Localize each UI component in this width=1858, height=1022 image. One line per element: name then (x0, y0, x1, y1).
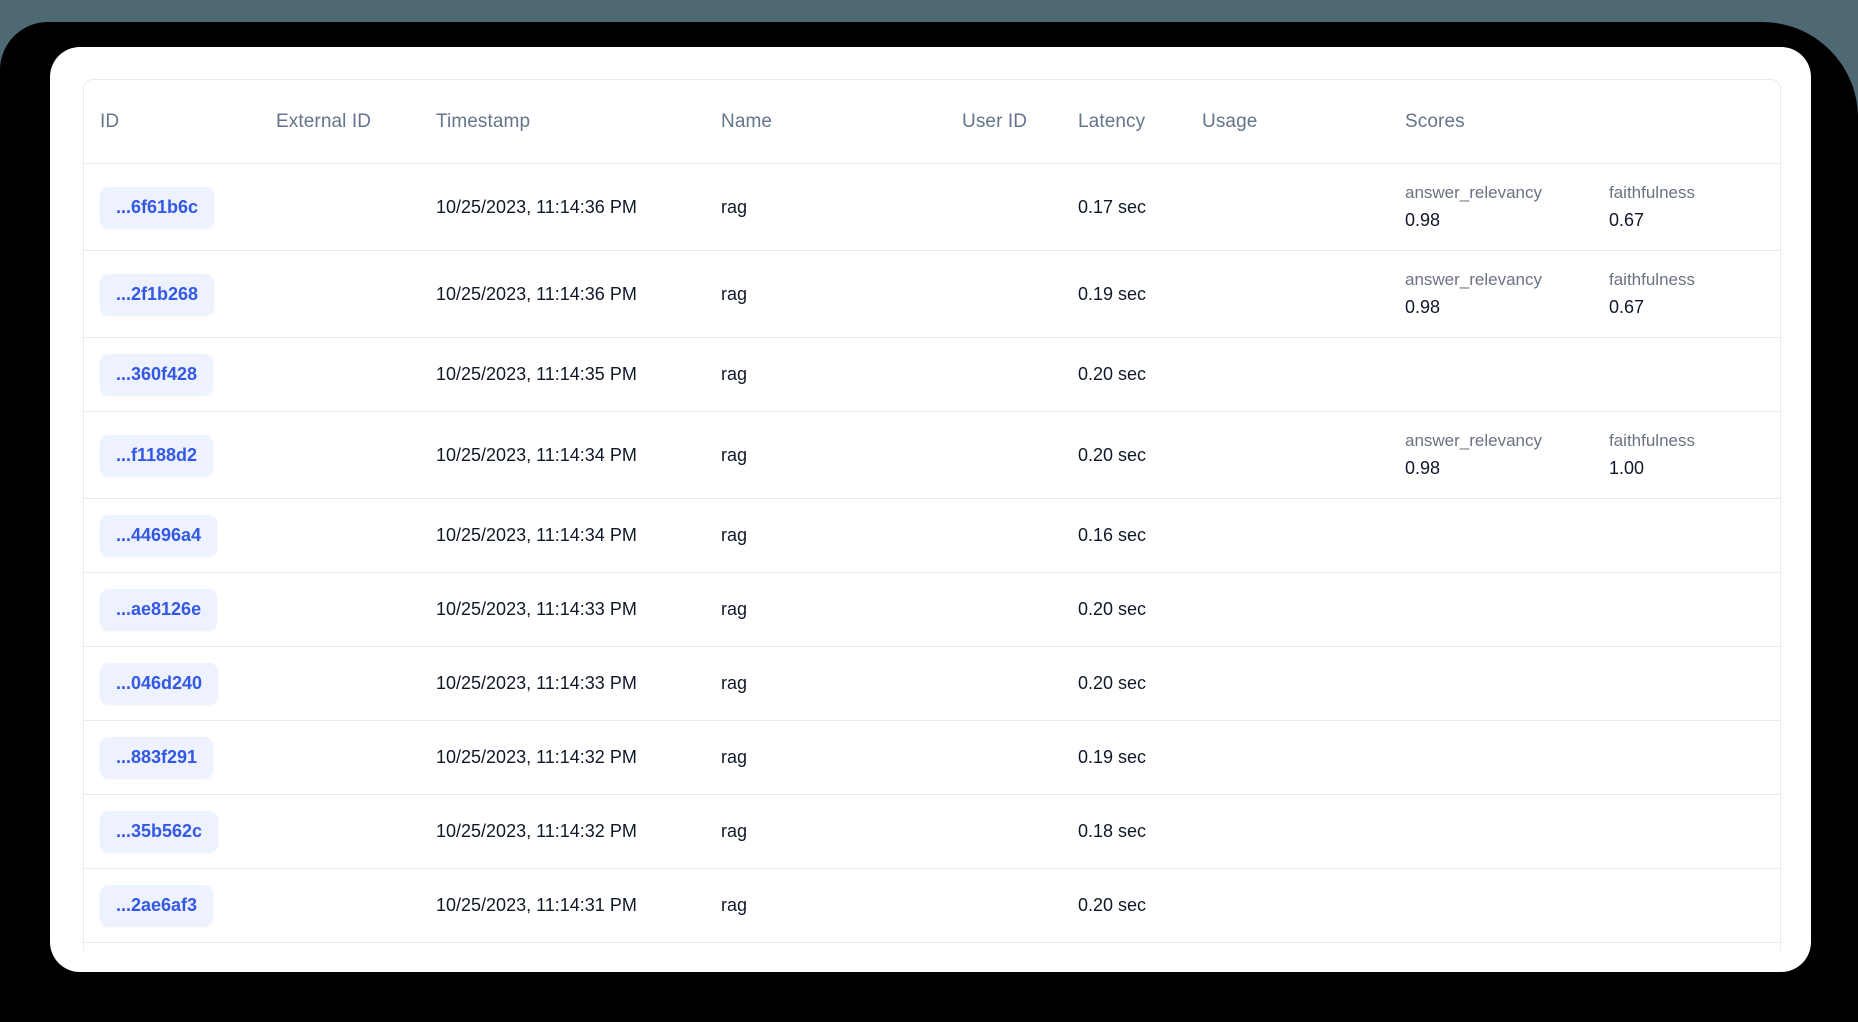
table-row[interactable]: ...35b562c 10/25/2023, 11:14:32 PM rag 0.18… (84, 795, 1780, 869)
table-row[interactable]: ...883f291 10/25/2023, 11:14:32 PM rag 0.19… (84, 721, 1780, 795)
name-cell: rag (721, 283, 748, 304)
timestamp-cell: 10/25/2023, 11:14:33 PM (436, 599, 637, 619)
timestamp-cell: 10/25/2023, 11:14:35 PM (436, 364, 637, 384)
column-header-scores: Scores (1405, 110, 1465, 132)
trace-id-badge[interactable]: ...ae8126e (100, 589, 218, 630)
trace-id-badge[interactable]: ...2ae6af3 (100, 885, 214, 926)
score-answer_relevancy: answer_relevancy 0.98 (1405, 268, 1609, 321)
latency-cell: 0.18 sec (1078, 821, 1147, 841)
id-cell: ...6f61b6c (100, 186, 276, 228)
score-value: 0.98 (1405, 458, 1441, 479)
id-cell: ...360f428 (100, 354, 276, 395)
column-header-timestamp: Timestamp (436, 110, 531, 132)
timestamp-cell: 10/25/2023, 11:14:36 PM (436, 196, 637, 217)
latency-cell: 0.17 sec (1078, 196, 1147, 217)
timestamp-cell: 10/25/2023, 11:14:36 PM (436, 283, 637, 304)
table-header-row: ID External ID Timestamp Name User ID Latency… (84, 80, 1780, 164)
id-cell: ...ae8126e (100, 589, 276, 630)
name-cell: rag (721, 525, 748, 545)
table-row[interactable]: ...046d240 10/25/2023, 11:14:33 PM rag 0.20… (84, 647, 1780, 721)
id-cell: ...44696a4 (100, 515, 276, 556)
score-name: answer_relevancy (1405, 430, 1543, 450)
latency-cell: 0.20 sec (1078, 599, 1147, 619)
column-header-latency: Latency (1078, 110, 1146, 132)
score-answer_relevancy: answer_relevancy 0.98 (1405, 181, 1609, 234)
name-cell: rag (721, 895, 748, 915)
table-row[interactable]: ...2f1b268 10/25/2023, 11:14:36 PM rag 0.19… (84, 251, 1780, 338)
name-cell: rag (721, 444, 748, 465)
id-cell: ...35b562c (100, 811, 276, 852)
latency-cell: 0.20 sec (1078, 673, 1147, 693)
column-header-usage: Usage (1202, 110, 1258, 132)
score-name: faithfulness (1609, 182, 1695, 202)
id-cell: ...883f291 (100, 737, 276, 778)
score-value: 0.98 (1405, 210, 1441, 231)
timestamp-cell: 10/25/2023, 11:14:32 PM (436, 747, 637, 767)
column-header-name: Name (721, 110, 773, 132)
timestamp-cell: 10/25/2023, 11:14:31 PM (436, 895, 637, 915)
table-row[interactable]: ...6f61b6c 10/25/2023, 11:14:36 PM rag 0.17… (84, 164, 1780, 251)
name-cell: rag (721, 364, 748, 384)
table-row[interactable]: ...360f428 10/25/2023, 11:14:35 PM rag 0.20… (84, 338, 1780, 412)
score-value: 0.67 (1609, 297, 1645, 318)
score-value: 0.67 (1609, 210, 1645, 231)
score-faithfulness: faithfulness 0.67 (1609, 181, 1695, 234)
table-row[interactable]: ...2ae6af3 10/25/2023, 11:14:31 PM rag 0.20… (84, 869, 1780, 943)
score-value: 0.98 (1405, 297, 1441, 318)
scores-cell: answer_relevancy 0.98 faithfulness 0.67 (1405, 181, 1764, 234)
trace-id-badge[interactable]: ...35b562c (100, 811, 219, 852)
id-cell: ...2ae6af3 (100, 885, 276, 926)
name-cell: rag (721, 673, 748, 693)
trace-id-badge[interactable]: ...f1188d2 (100, 434, 214, 476)
scores-cell: answer_relevancy 0.98 faithfulness 0.67 (1405, 268, 1764, 321)
latency-cell: 0.20 sec (1078, 364, 1147, 384)
timestamp-cell: 10/25/2023, 11:14:33 PM (436, 673, 637, 693)
score-answer_relevancy: answer_relevancy 0.98 (1405, 429, 1609, 482)
score-faithfulness: faithfulness 0.67 (1609, 268, 1695, 321)
trace-id-badge[interactable]: ...046d240 (100, 663, 219, 704)
timestamp-cell: 10/25/2023, 11:14:32 PM (436, 821, 637, 841)
id-cell: ...046d240 (100, 663, 276, 704)
timestamp-cell: 10/25/2023, 11:14:34 PM (436, 444, 637, 465)
trace-id-badge[interactable]: ...44696a4 (100, 515, 218, 556)
column-header-id: ID (100, 110, 120, 132)
table-row[interactable]: ...44696a4 10/25/2023, 11:14:34 PM rag 0.16… (84, 499, 1780, 573)
latency-cell: 0.19 sec (1078, 283, 1147, 304)
score-name: answer_relevancy (1405, 182, 1543, 202)
name-cell: rag (721, 747, 748, 767)
name-cell: rag (721, 599, 748, 619)
name-cell: rag (721, 196, 748, 217)
name-cell: rag (721, 821, 748, 841)
scores-cell: answer_relevancy 0.98 faithfulness 1.00 (1405, 429, 1764, 482)
trace-id-badge[interactable]: ...883f291 (100, 737, 214, 778)
score-name: answer_relevancy (1405, 269, 1543, 289)
score-name: faithfulness (1609, 430, 1695, 450)
traces-card: ID External ID Timestamp Name User ID Latency… (50, 47, 1811, 972)
timestamp-cell: 10/25/2023, 11:14:34 PM (436, 525, 637, 545)
latency-cell: 0.20 sec (1078, 895, 1147, 915)
trace-id-badge[interactable]: ...6f61b6c (100, 186, 215, 228)
latency-cell: 0.20 sec (1078, 444, 1147, 465)
latency-cell: 0.16 sec (1078, 525, 1147, 545)
traces-table: ID External ID Timestamp Name User ID Latency… (83, 79, 1781, 951)
table-row[interactable]: ...f1188d2 10/25/2023, 11:14:34 PM rag 0.20… (84, 412, 1780, 499)
trace-id-badge[interactable]: ...2f1b268 (100, 273, 215, 315)
table-body: ...6f61b6c 10/25/2023, 11:14:36 PM rag 0.17… (84, 164, 1780, 943)
id-cell: ...f1188d2 (100, 434, 276, 476)
column-header-user_id: User ID (962, 110, 1028, 132)
id-cell: ...2f1b268 (100, 273, 276, 315)
trace-id-badge[interactable]: ...360f428 (100, 354, 214, 395)
column-header-external_id: External ID (276, 110, 372, 132)
table-row[interactable]: ...ae8126e 10/25/2023, 11:14:33 PM rag 0.20… (84, 573, 1780, 647)
score-name: faithfulness (1609, 269, 1695, 289)
latency-cell: 0.19 sec (1078, 747, 1147, 767)
score-faithfulness: faithfulness 1.00 (1609, 429, 1695, 482)
score-value: 1.00 (1609, 458, 1645, 479)
